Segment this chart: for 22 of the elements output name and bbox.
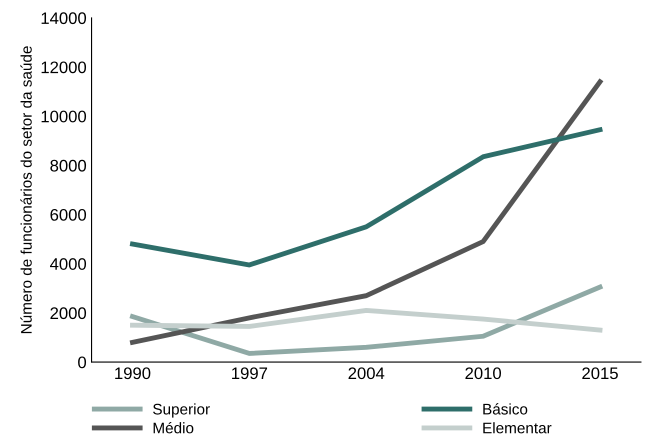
legend-label: Básico <box>483 403 528 415</box>
line-series <box>130 127 602 268</box>
legend-label: Superior <box>153 403 210 418</box>
y-tick-label: 8000 <box>50 160 86 172</box>
y-tick-label: 12000 <box>42 61 86 74</box>
y-tick-label: 14000 <box>42 12 86 24</box>
x-tick-label: 2004 <box>348 367 384 380</box>
legend-label: Médio <box>154 422 194 434</box>
y-tick-label: 10000 <box>42 110 86 122</box>
y-axis-title: Número de funcionários do setor da saúde <box>20 46 32 334</box>
line-series <box>130 284 602 356</box>
y-tick-label: 4000 <box>50 258 86 270</box>
y-tick-label: 6000 <box>50 208 86 221</box>
x-tick-label: 2010 <box>465 367 502 380</box>
line-series <box>130 79 602 345</box>
x-tick-label: 1997 <box>232 367 268 380</box>
legend-label: Elementar <box>483 422 552 434</box>
x-tick-label: 2015 <box>582 367 618 380</box>
x-tick-label: 1990 <box>115 367 150 380</box>
y-tick-label: 2000 <box>50 307 86 320</box>
y-tick-label: 0 <box>78 356 86 368</box>
line-series <box>130 308 602 333</box>
